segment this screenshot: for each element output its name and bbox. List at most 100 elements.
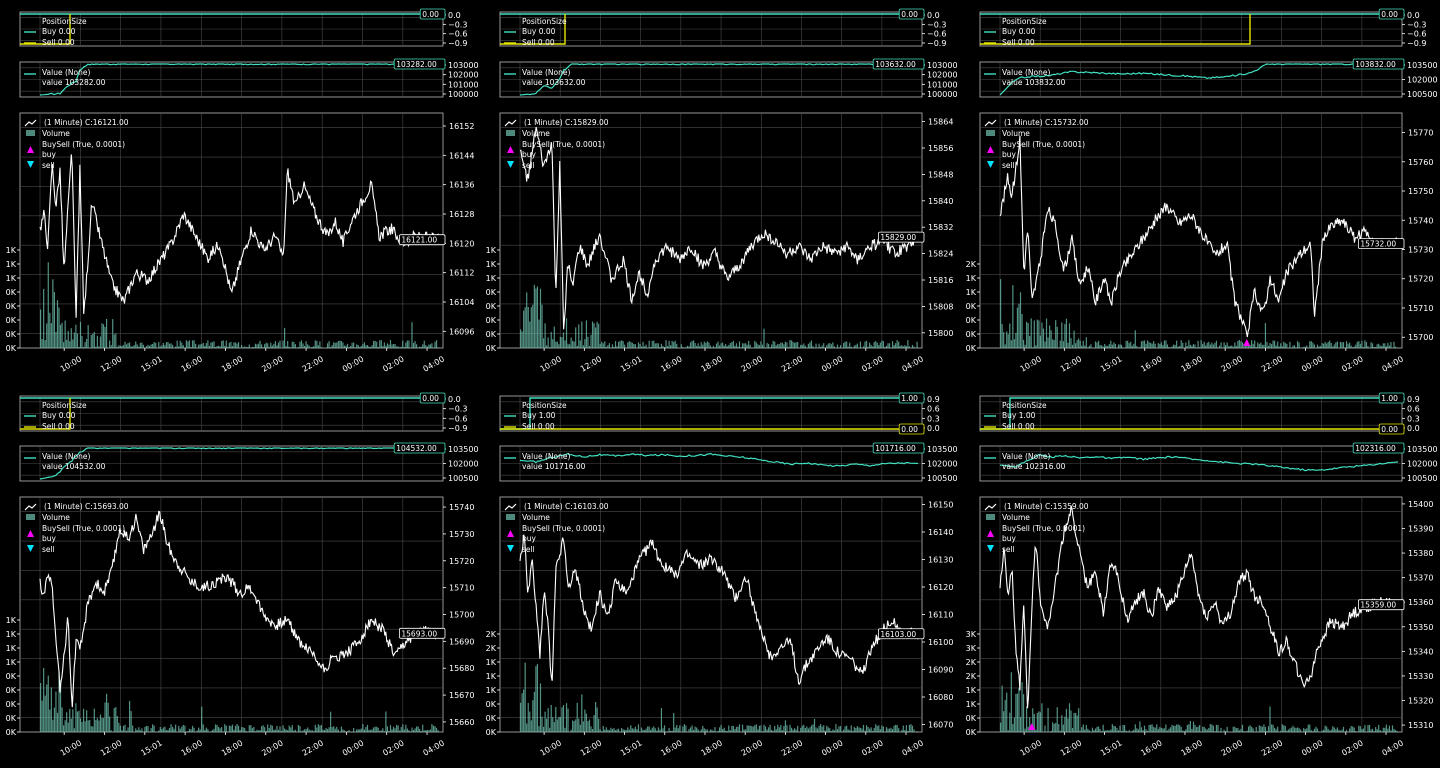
volume-bar bbox=[1096, 342, 1098, 348]
volume-bar bbox=[188, 728, 191, 732]
time-tick-label: 22:00 bbox=[301, 738, 325, 757]
volume-bar bbox=[1169, 727, 1172, 732]
volume-bar bbox=[231, 346, 234, 348]
time-tick-label: 04:00 bbox=[1381, 738, 1405, 757]
volume-bar bbox=[1200, 340, 1202, 348]
volume-bar bbox=[1381, 731, 1383, 732]
volume-bar bbox=[640, 346, 643, 348]
legend-sell-marker bbox=[987, 161, 994, 168]
volume-bar bbox=[1065, 708, 1068, 732]
volume-bar bbox=[1390, 730, 1392, 732]
volume-bar bbox=[1267, 726, 1270, 732]
volume-bar bbox=[659, 346, 661, 348]
volume-bar bbox=[210, 731, 212, 732]
volume-bar bbox=[1335, 342, 1337, 348]
volume-bar bbox=[783, 725, 785, 732]
volume-bar bbox=[902, 346, 904, 348]
volume-bar bbox=[602, 343, 604, 348]
volume-bar bbox=[265, 730, 267, 732]
volume-bar bbox=[1309, 341, 1311, 348]
volume-bar bbox=[807, 343, 809, 348]
volume-bar bbox=[425, 345, 427, 348]
volume-bar bbox=[552, 339, 554, 348]
volume-bar bbox=[1252, 728, 1254, 732]
volume-tick-label: 1K bbox=[486, 658, 497, 667]
volume-bar bbox=[87, 720, 89, 732]
position-size-sell-line bbox=[980, 14, 1251, 45]
volume-bar bbox=[396, 346, 398, 348]
volume-bar bbox=[242, 727, 244, 732]
volume-bar bbox=[1361, 729, 1363, 732]
price-tick-label: 15740 bbox=[449, 503, 474, 512]
volume-bar bbox=[1310, 341, 1312, 348]
price-last-value-box bbox=[1358, 599, 1405, 611]
volume-bar bbox=[520, 702, 522, 732]
position-size-last-value: 1.00 bbox=[901, 394, 918, 403]
volume-bar bbox=[302, 730, 304, 732]
volume-bar bbox=[377, 727, 379, 732]
volume-bar bbox=[804, 345, 806, 348]
legend-buysell: BuySell (True, 0.0001) bbox=[1002, 140, 1085, 149]
volume-bar bbox=[722, 342, 724, 348]
price-tick-label: 15660 bbox=[449, 718, 474, 727]
volume-bar bbox=[150, 344, 152, 348]
legend-sell-marker bbox=[507, 545, 514, 552]
volume-bar bbox=[431, 343, 433, 348]
volume-bar bbox=[643, 346, 646, 348]
volume-bar bbox=[789, 340, 791, 348]
volume-bar bbox=[1117, 344, 1120, 348]
volume-bar bbox=[1105, 345, 1107, 348]
volume-bar bbox=[1075, 712, 1077, 732]
volume-bar bbox=[1321, 343, 1323, 348]
volume-bar bbox=[1021, 313, 1023, 348]
volume-bar bbox=[1326, 343, 1328, 348]
volume-bar bbox=[815, 343, 817, 348]
volume-bar bbox=[670, 730, 672, 732]
volume-bar bbox=[585, 713, 588, 732]
volume-tick-label: 0K bbox=[6, 714, 17, 723]
value-last-value: 104532.00 bbox=[396, 444, 437, 453]
volume-bar bbox=[1122, 347, 1124, 348]
volume-bar bbox=[1208, 341, 1210, 348]
legend-positionsize: PositionSize bbox=[1002, 401, 1047, 410]
position-size-sell-last-value-box bbox=[898, 423, 925, 435]
volume-bar bbox=[751, 726, 753, 732]
volume-tick-label: 0K bbox=[486, 714, 497, 723]
volume-bar bbox=[112, 319, 114, 348]
volume-bar bbox=[109, 716, 111, 732]
volume-bar bbox=[354, 347, 356, 348]
volume-bar bbox=[530, 720, 532, 732]
volume-bar bbox=[199, 729, 201, 732]
volume-bar bbox=[764, 347, 767, 348]
volume-bar bbox=[1358, 725, 1360, 732]
price-tick-label: 15320 bbox=[1408, 697, 1433, 706]
volume-bar bbox=[1269, 342, 1271, 348]
volume-bar bbox=[116, 346, 118, 348]
price-tick-label: 15816 bbox=[928, 276, 953, 285]
legend-buy-marker bbox=[27, 530, 34, 537]
volume-bar bbox=[1283, 725, 1285, 732]
volume-bar bbox=[1026, 321, 1028, 348]
volume-bar bbox=[651, 727, 653, 732]
volume-bar bbox=[161, 345, 163, 348]
volume-bar bbox=[541, 304, 543, 348]
volume-bar bbox=[41, 339, 43, 348]
time-tick-label: 12:00 bbox=[579, 354, 603, 373]
volume-bar bbox=[674, 340, 676, 348]
volume-bar bbox=[576, 345, 578, 348]
volume-bar bbox=[1168, 728, 1170, 732]
volume-bar bbox=[1376, 729, 1378, 732]
value-line bbox=[519, 63, 918, 96]
volume-bar bbox=[836, 729, 839, 732]
volume-bar bbox=[155, 342, 157, 348]
volume-bar bbox=[755, 342, 757, 348]
volume-bar bbox=[1274, 340, 1276, 348]
volume-bar bbox=[1274, 727, 1276, 732]
volume-bar bbox=[290, 727, 292, 732]
volume-bar bbox=[1341, 342, 1343, 348]
volume-bar bbox=[1148, 724, 1150, 732]
volume-bar bbox=[319, 725, 321, 732]
legend-buy-marker-label: buy bbox=[42, 534, 57, 543]
volume-bar bbox=[521, 693, 523, 732]
volume-bar bbox=[650, 729, 652, 732]
